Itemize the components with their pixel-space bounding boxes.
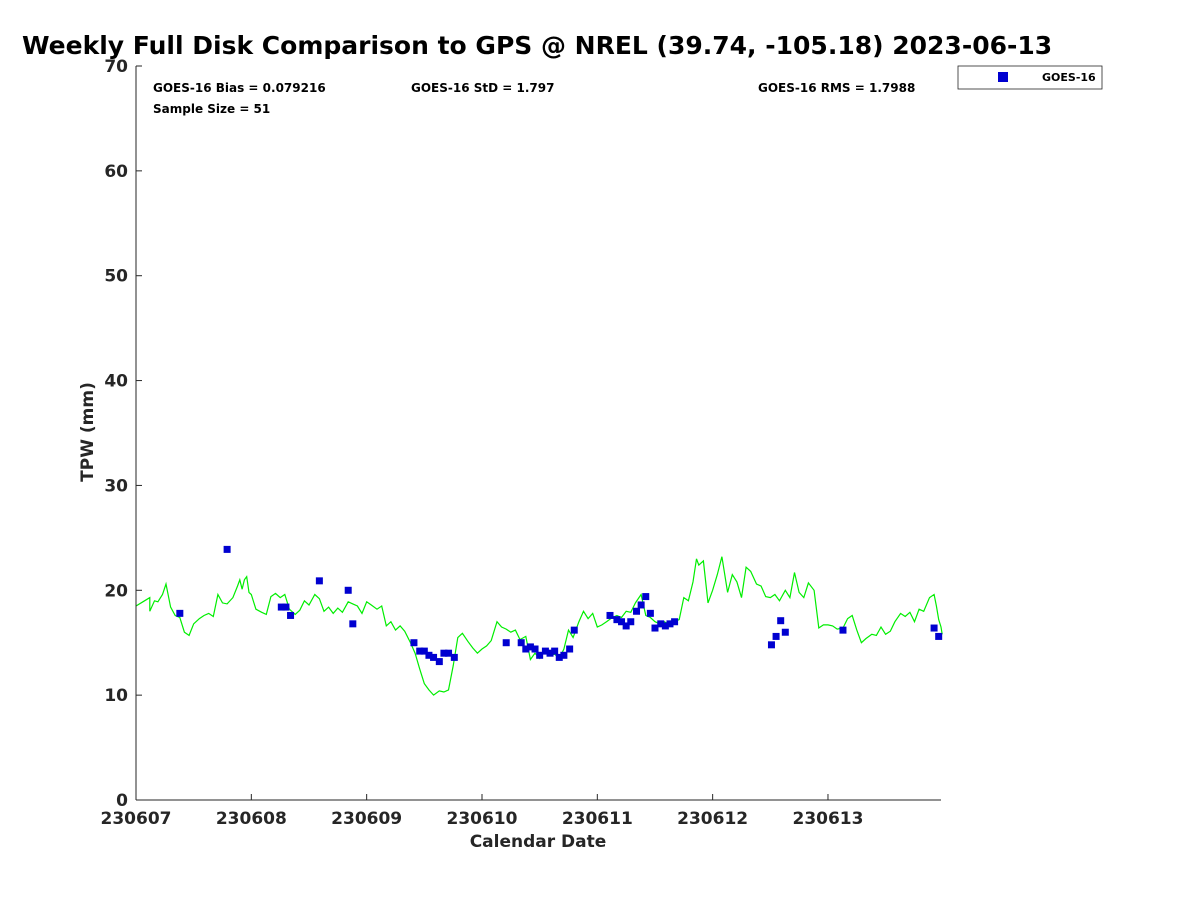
goes16-data-point [176,609,184,617]
y-tick-label: 0 [116,791,128,811]
x-tick-label: 230611 [562,809,633,829]
goes16-data-point [839,626,847,634]
goes16-data-point [551,647,559,655]
goes16-data-point [627,618,635,626]
goes16-data-point [282,603,290,611]
goes16-data-point [935,632,943,640]
goes16-data-point [642,593,650,601]
x-tick-label: 230608 [216,809,287,829]
plot-area [135,545,943,696]
goes16-data-point [606,611,614,619]
goes16-data-point [622,622,630,630]
goes16-data-point [315,577,323,585]
goes16-data-point [661,622,669,630]
goes16-data-point [777,617,785,625]
goes16-data-point [425,651,433,659]
goes16-data-point [566,645,574,653]
goes16-data-point [416,647,424,655]
legend: GOES-16 [957,65,1103,90]
goes16-data-point [344,586,352,594]
goes16-data-point [536,651,544,659]
goes16-data-point [772,632,780,640]
goes16-points [176,545,943,666]
goes16-data-point [613,616,621,624]
legend-box [957,65,1103,90]
x-axis-ticks: 230607 230608 230609 230610 230611 230612 2306… [101,794,863,829]
chart-title: Weekly Full Disk Comparison to GPS @ NRE… [22,31,1052,60]
rms-stat: GOES-16 RMS = 1.7988 [758,81,915,95]
x-tick-label: 230612 [677,809,748,829]
y-tick-label: 20 [104,581,128,601]
goes16-data-point [522,645,530,653]
goes16-data-point [555,653,563,661]
goes16-data-point [671,618,679,626]
legend-goes16-marker [998,72,1008,82]
bias-stat: GOES-16 Bias = 0.079216 [153,81,326,95]
goes16-data-point [450,653,458,661]
gps-series-line [135,556,943,696]
goes16-data-point [410,639,418,647]
x-tick-label: 230607 [101,809,172,829]
y-tick-label: 60 [104,162,128,182]
goes16-data-point [502,639,510,647]
y-tick-label: 10 [104,686,128,706]
y-tick-label: 50 [104,267,128,287]
goes16-data-point [657,620,665,628]
goes16-data-point [420,647,428,655]
std-stat: GOES-16 StD = 1.797 [411,81,554,95]
goes16-data-point [287,611,295,619]
x-axis-label: Calendar Date [470,832,607,852]
y-tick-label: 40 [104,372,128,392]
y-tick-label: 30 [104,476,128,496]
x-tick-label: 230610 [446,809,517,829]
y-axis-ticks: 0 10 20 30 40 50 60 70 [104,57,142,811]
goes16-data-point [277,603,285,611]
goes16-data-point [526,643,534,651]
goes16-data-point [560,651,568,659]
legend-goes16-label: GOES-16 [1042,71,1096,84]
goes16-data-point [767,641,775,649]
axes: 0 10 20 30 40 50 60 70 230607 230608 230609 230610… [101,57,941,829]
goes16-data-point [646,609,654,617]
goes16-data-point [781,628,789,636]
y-tick-label: 70 [104,57,128,77]
goes16-data-point [930,624,938,632]
goes16-data-point [541,647,549,655]
goes16-data-point [349,620,357,628]
goes16-data-point [666,620,674,628]
goes16-data-point [637,601,645,609]
goes16-data-point [440,649,448,657]
goes16-data-point [633,607,641,615]
goes16-data-point [517,639,525,647]
goes16-data-point [570,626,578,634]
x-tick-label: 230609 [331,809,402,829]
goes16-data-point [435,658,443,666]
goes16-data-point [546,649,554,657]
goes16-data-point [445,649,453,657]
goes16-data-point [618,618,626,626]
x-tick-label: 230613 [792,809,863,829]
y-axis-label: TPW (mm) [78,382,98,482]
sample-size-stat: Sample Size = 51 [153,102,270,116]
goes16-data-point [223,545,231,553]
goes16-data-point [531,645,539,653]
goes16-data-point [430,653,438,661]
goes16-data-point [651,624,659,632]
